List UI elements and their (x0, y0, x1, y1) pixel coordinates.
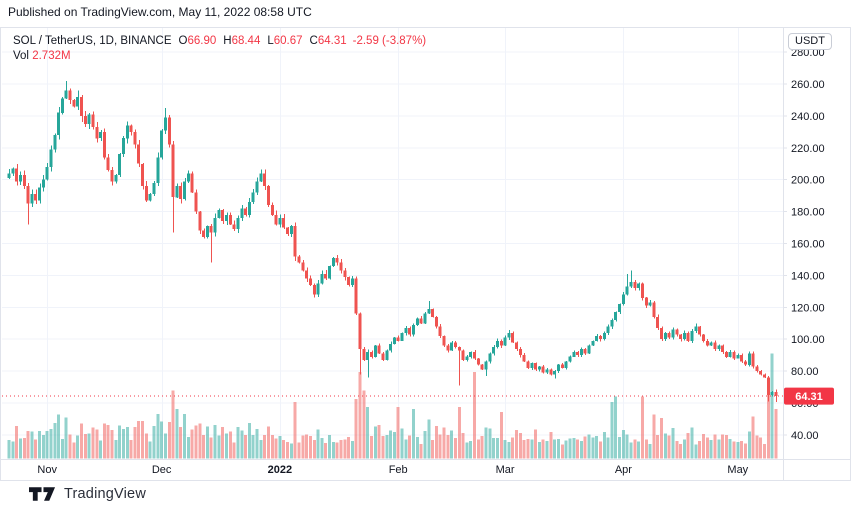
svg-text:160.00: 160.00 (791, 239, 825, 251)
tradingview-logo-icon[interactable] (29, 486, 56, 502)
svg-text:220.00: 220.00 (791, 143, 825, 155)
svg-text:280.00: 280.00 (791, 47, 825, 59)
svg-text:Nov: Nov (37, 464, 57, 476)
published-line: Published on TradingView.com, May 11, 20… (8, 5, 312, 19)
current-price-tag: 64.31 (784, 387, 834, 405)
price-chart[interactable]: 280.00 260.00 240.00 220.00 200.00 180.00 160.… (1, 28, 850, 480)
svg-text:140.00: 140.00 (791, 270, 825, 282)
time-axis-labels: Nov Dec 2022 Feb Mar Apr May (37, 464, 748, 476)
grid-lines (2, 28, 783, 459)
svg-text:40.00: 40.00 (791, 430, 819, 442)
legend-open-value: 66.90 (187, 35, 217, 47)
svg-text:2022: 2022 (268, 464, 292, 476)
legend-high-value: 68.44 (231, 35, 261, 47)
svg-text:May: May (727, 464, 748, 476)
volume-value: 2.732M (32, 50, 71, 62)
chart-widget: 280.00 260.00 240.00 220.00 200.00 180.00 160.… (0, 27, 851, 481)
legend-low-label: L (267, 35, 274, 47)
legend: SOL / TetherUS, 1D, BINANCE O66.90 H68.44 L… (13, 34, 426, 64)
svg-text:Apr: Apr (615, 464, 632, 476)
svg-text:100.00: 100.00 (791, 334, 825, 346)
svg-text:80.00: 80.00 (791, 366, 819, 378)
legend-symbol: SOL / TetherUS, 1D, BINANCE (13, 35, 172, 47)
svg-text:200.00: 200.00 (791, 175, 825, 187)
candles (7, 80, 778, 402)
axis-separators (1, 28, 850, 480)
svg-text:64.31: 64.31 (795, 391, 823, 403)
footer: TradingView (29, 486, 146, 502)
legend-low-value: 60.67 (273, 35, 303, 47)
legend-high-label: H (223, 35, 232, 47)
legend-open-label: O (178, 35, 188, 47)
svg-text:240.00: 240.00 (791, 111, 825, 123)
legend-close-value: 64.31 (317, 35, 347, 47)
svg-text:180.00: 180.00 (791, 207, 825, 219)
legend-close-label: C (309, 35, 318, 47)
svg-text:120.00: 120.00 (791, 302, 825, 314)
currency-badge[interactable]: USDT (788, 33, 832, 50)
volume-label: Vol (13, 50, 29, 62)
volume-bars (7, 353, 778, 459)
legend-change: -2.59 (-3.87%) (352, 35, 427, 47)
svg-text:Dec: Dec (152, 464, 172, 476)
svg-text:260.00: 260.00 (791, 79, 825, 91)
legend-row-volume: Vol 2.732M (13, 49, 426, 64)
svg-text:Mar: Mar (496, 464, 515, 476)
footer-brand: TradingView (64, 486, 146, 502)
legend-row-symbol: SOL / TetherUS, 1D, BINANCE O66.90 H68.44 L… (13, 34, 426, 49)
svg-text:Feb: Feb (389, 464, 408, 476)
price-axis-labels: 280.00 260.00 240.00 220.00 200.00 180.00 160.… (783, 47, 825, 442)
